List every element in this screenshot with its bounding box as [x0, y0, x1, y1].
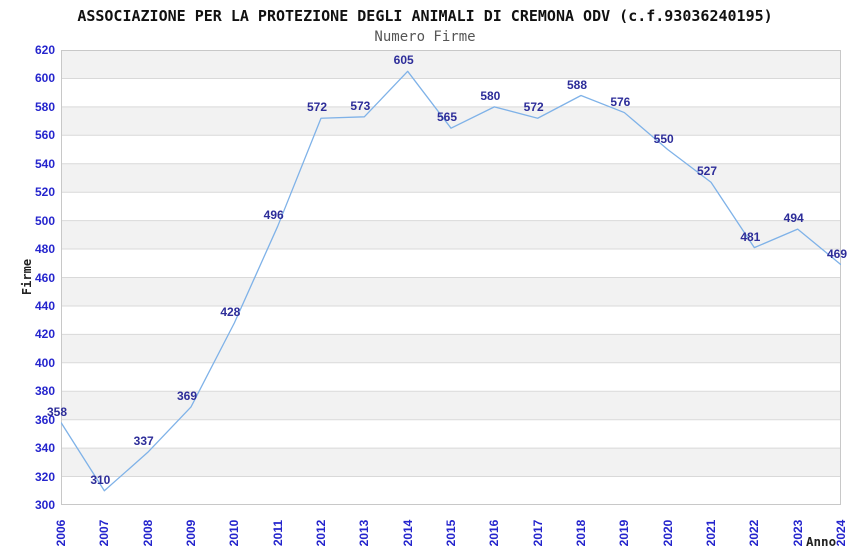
- data-label: 605: [393, 53, 414, 68]
- x-tick-label: 2011: [270, 519, 285, 547]
- data-label: 469: [826, 246, 848, 261]
- x-axis-title: Anno: [806, 534, 837, 549]
- plot-band: [61, 106, 841, 136]
- plot-band: [61, 220, 841, 250]
- data-label: 550: [653, 131, 674, 146]
- data-label: 358: [46, 404, 68, 419]
- plot-area: [60, 49, 842, 506]
- x-tick-label: 2006: [54, 519, 68, 547]
- plot-band: [61, 448, 841, 477]
- data-label: 565: [436, 110, 458, 125]
- data-label: 573: [350, 98, 371, 113]
- chart-title: ASSOCIAZIONE PER LA PROTEZIONE DEGLI ANI…: [77, 7, 773, 25]
- chart-subtitle: Numero Firme: [374, 29, 476, 45]
- x-tick-label: 2016: [487, 519, 502, 547]
- data-label: 580: [480, 88, 501, 103]
- x-tick-label: 2020: [660, 519, 675, 547]
- y-tick-label: 400: [34, 355, 55, 370]
- plot-band: [61, 50, 841, 79]
- y-tick-label: 320: [34, 469, 55, 484]
- y-tick-label: 440: [34, 298, 55, 313]
- y-axis-title: Firme: [20, 258, 34, 296]
- y-tick-label: 540: [34, 156, 55, 171]
- y-tick-label: 340: [34, 441, 55, 456]
- plot-border: [61, 50, 841, 505]
- x-tick-label: 2015: [444, 519, 458, 547]
- y-tick-label: 600: [34, 71, 55, 86]
- x-tick-label: 2014: [400, 519, 415, 547]
- x-tick-label: 2017: [530, 519, 545, 547]
- y-tick-label: 620: [34, 43, 55, 57]
- x-tick-label: 2018: [574, 519, 588, 547]
- plot-band: [61, 277, 841, 306]
- data-label: 576: [610, 94, 631, 109]
- data-label: 310: [90, 472, 111, 487]
- x-tick-label: 2012: [314, 519, 328, 547]
- plot-band: [61, 334, 841, 363]
- x-tick-label: 2010: [227, 519, 242, 547]
- x-tick-label: 2008: [140, 519, 155, 547]
- y-tick-label: 580: [34, 99, 55, 114]
- plot-band: [61, 163, 841, 193]
- y-tick-label: 380: [34, 384, 55, 399]
- x-tick-label: 2007: [97, 519, 112, 547]
- y-tick-label: 480: [34, 242, 55, 257]
- x-tick-label: 2013: [357, 519, 372, 547]
- x-tick-label: 2021: [704, 519, 718, 547]
- data-label: 496: [263, 208, 284, 223]
- data-label: 369: [176, 388, 198, 403]
- y-tick-label: 420: [34, 327, 55, 342]
- y-tick-label: 360: [34, 412, 55, 427]
- y-tick-label: 460: [34, 270, 55, 285]
- x-tick-label: 2023: [790, 519, 805, 547]
- data-label: 428: [220, 305, 241, 319]
- y-tick-label: 300: [34, 498, 55, 512]
- x-tick-label: 2009: [184, 519, 198, 547]
- y-tick-label: 560: [34, 128, 55, 143]
- series-line: [60, 70, 842, 492]
- y-tick-label: 500: [34, 213, 55, 228]
- plot-band: [61, 391, 841, 420]
- x-tick-label: 2019: [617, 519, 632, 547]
- data-label: 572: [306, 100, 328, 115]
- data-label: 572: [523, 100, 544, 115]
- data-label: 481: [740, 229, 761, 244]
- y-tick-label: 520: [34, 185, 55, 200]
- data-label: 588: [566, 77, 588, 92]
- x-tick-label: 2022: [747, 519, 762, 547]
- data-label: 494: [783, 211, 804, 226]
- data-label: 337: [133, 434, 154, 449]
- data-label: 527: [696, 164, 718, 179]
- line-chart-svg: [60, 49, 842, 506]
